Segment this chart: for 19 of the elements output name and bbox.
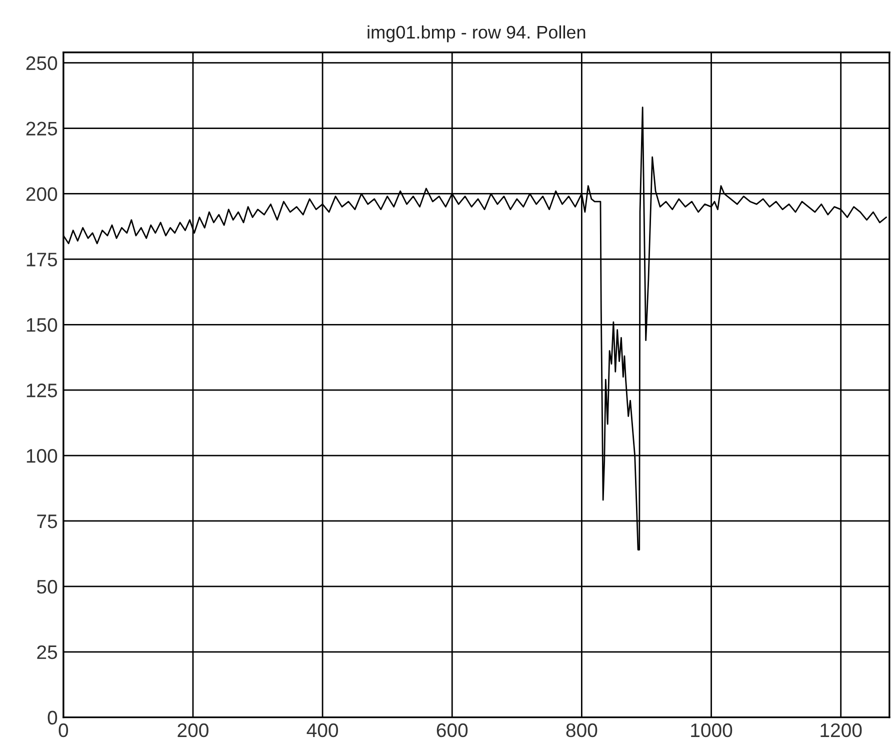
x-tick-label: 800 — [566, 723, 598, 738]
y-tick-label: 200 — [26, 187, 58, 201]
y-tick-label: 150 — [26, 318, 58, 332]
y-tick-label: 250 — [26, 56, 58, 70]
y-tick-label: 0 — [48, 710, 58, 725]
x-tick-label: 1000 — [691, 723, 732, 738]
y-tick-label: 75 — [37, 514, 58, 528]
y-tick-label: 125 — [26, 384, 58, 398]
x-tick-label: 400 — [306, 723, 338, 738]
x-tick-label: 0 — [58, 723, 68, 738]
y-tick-label: 25 — [37, 645, 58, 660]
x-tick-label: 200 — [178, 723, 208, 738]
y-tick-label: 50 — [37, 580, 58, 594]
y-tick-label: 100 — [26, 449, 58, 463]
x-tick-label: 1200 — [820, 723, 862, 738]
chart-title: img01.bmp - row 94. Pollen — [368, 25, 586, 42]
y-tick-label: 225 — [26, 122, 58, 136]
y-tick-label: 175 — [26, 252, 58, 266]
x-tick-label: 600 — [436, 723, 468, 738]
